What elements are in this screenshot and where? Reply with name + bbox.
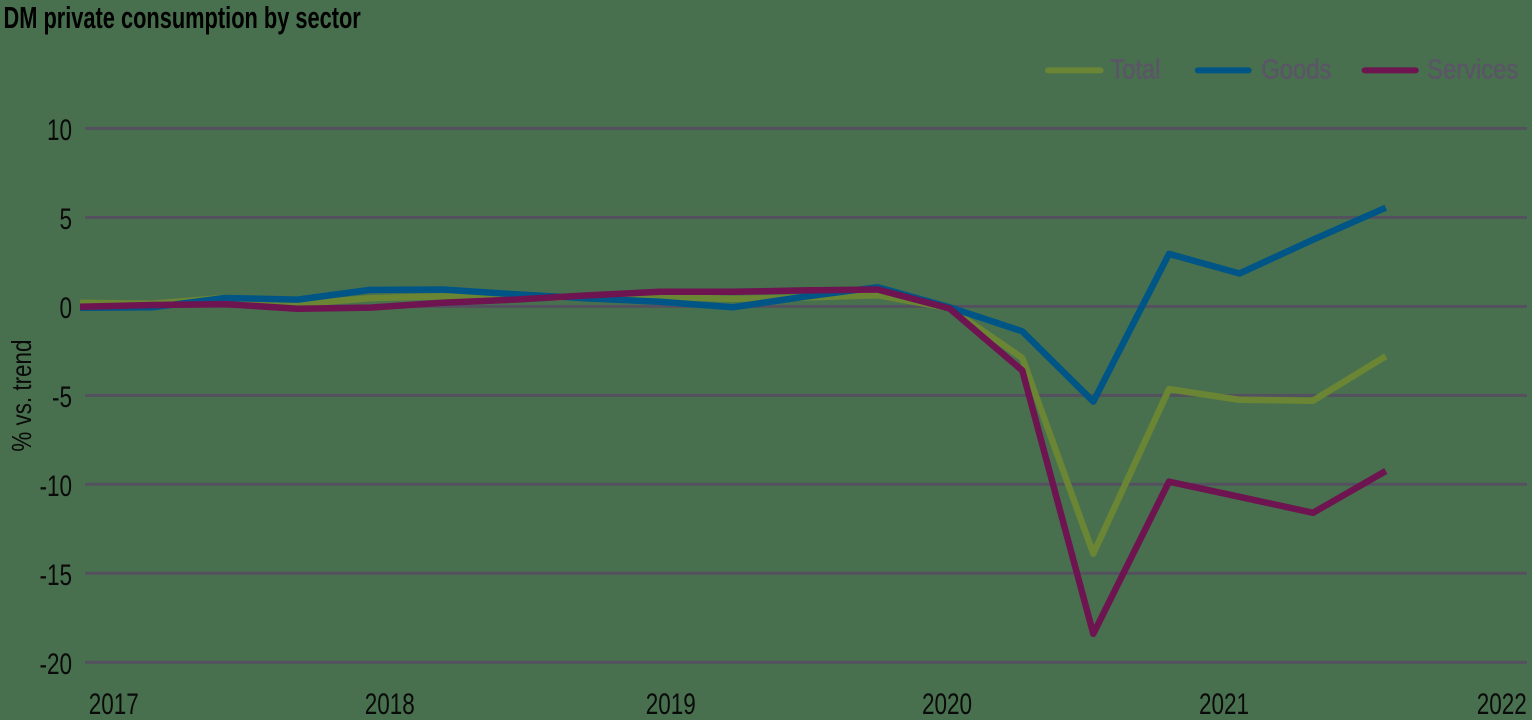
svg-text:2018: 2018 <box>365 687 415 720</box>
svg-text:2017: 2017 <box>89 687 139 720</box>
svg-text:-15: -15 <box>39 558 72 592</box>
svg-text:Goods: Goods <box>1261 52 1331 84</box>
svg-text:-10: -10 <box>39 469 72 503</box>
svg-text:2022: 2022 <box>1477 687 1527 720</box>
svg-text:2020: 2020 <box>922 687 972 720</box>
svg-text:0: 0 <box>59 291 72 325</box>
svg-text:10: 10 <box>47 113 72 147</box>
svg-text:2019: 2019 <box>646 687 696 720</box>
svg-text:DM private consumption by sect: DM private consumption by sector <box>4 0 361 35</box>
svg-text:Services: Services <box>1427 52 1518 84</box>
svg-text:Total: Total <box>1110 52 1160 84</box>
svg-text:-20: -20 <box>39 647 72 681</box>
svg-text:% vs. trend: % vs. trend <box>7 340 38 452</box>
svg-text:5: 5 <box>59 202 72 236</box>
svg-text:-5: -5 <box>52 380 72 414</box>
svg-text:2021: 2021 <box>1199 687 1249 720</box>
